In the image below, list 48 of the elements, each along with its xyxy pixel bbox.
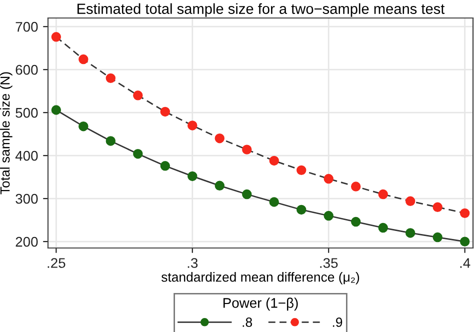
point — [350, 182, 361, 192]
y-tick-label: 700 — [16, 22, 38, 32]
point — [242, 189, 252, 200]
point — [188, 171, 198, 182]
point — [460, 208, 470, 218]
x-axis-title: standardized mean difference (μ₂) — [161, 272, 360, 284]
legend-title: Power (1−β) — [223, 298, 298, 311]
point — [78, 121, 88, 132]
point — [324, 210, 334, 221]
point — [160, 161, 170, 171]
point — [106, 136, 116, 146]
x-tick-label: .4 — [460, 258, 470, 268]
point — [106, 73, 116, 84]
point — [350, 216, 361, 227]
y-tick-label: 600 — [16, 64, 38, 75]
x-tick-label: .35 — [320, 258, 338, 268]
x-tick-label: .25 — [48, 258, 66, 268]
legend-label: .8 — [242, 318, 252, 327]
point — [405, 228, 416, 238]
point — [378, 222, 388, 233]
point — [296, 204, 306, 215]
point — [405, 196, 416, 206]
point — [133, 148, 143, 159]
point — [214, 180, 224, 191]
point — [324, 174, 334, 184]
point — [242, 144, 252, 154]
y-axis-title: Total sample size (N) — [0, 72, 12, 194]
point — [51, 105, 62, 115]
point — [432, 232, 442, 242]
point — [296, 165, 306, 176]
point — [214, 134, 224, 144]
point — [78, 54, 88, 64]
legend-label: .9 — [332, 318, 342, 327]
point — [133, 90, 143, 100]
point — [51, 32, 62, 42]
point — [269, 197, 279, 207]
y-tick-label: 300 — [16, 194, 38, 204]
y-tick-label: 200 — [16, 236, 38, 247]
point — [432, 202, 442, 212]
y-tick-label: 500 — [16, 108, 38, 118]
x-tick-label: .3 — [188, 258, 198, 268]
point — [160, 106, 170, 117]
chart-title: Estimated total sample size for a two−sample means test — [78, 3, 445, 17]
point — [378, 189, 388, 200]
y-tick-label: 400 — [15, 150, 38, 161]
point — [269, 156, 279, 166]
point — [188, 120, 198, 130]
point — [460, 236, 470, 246]
